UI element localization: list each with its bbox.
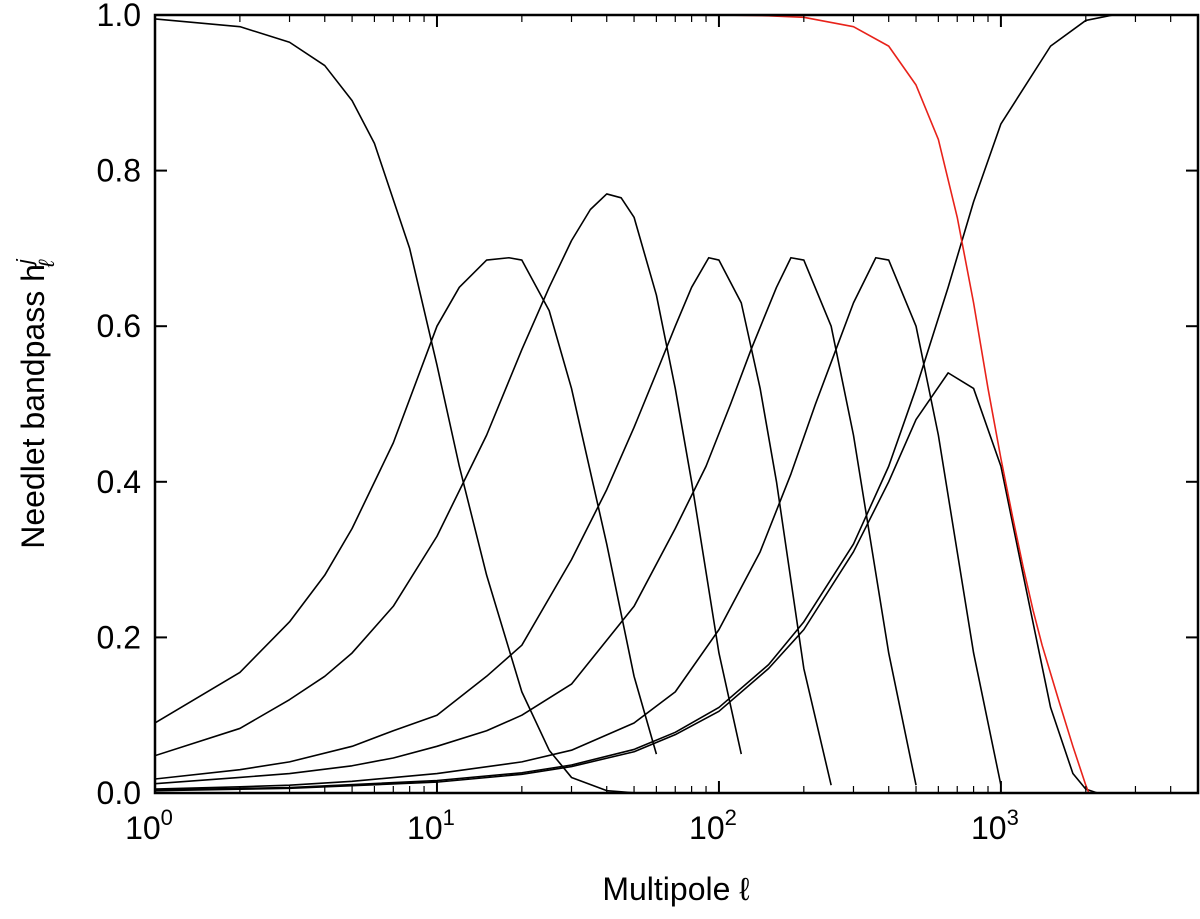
y-tick-label: 0.8 (97, 153, 141, 189)
series-line-2 (155, 256, 658, 755)
y-tick-label: 1.0 (97, 0, 141, 33)
y-tick-label: 0.0 (97, 775, 141, 811)
series-line-9 (634, 15, 1090, 793)
y-axis-label: Needlet bandpass hjℓ (12, 258, 59, 549)
y-axis-label-sup: j (12, 258, 37, 267)
series-line-7 (155, 372, 1098, 793)
y-axis-label-sub: ℓ (34, 259, 59, 268)
y-axis-label-main: Needlet bandpass h (15, 264, 51, 549)
ticks-layer: 0.0 0.2 0.4 0.6 0.8 1.0 100 101 102 103 (97, 0, 1199, 846)
series-line-3 (155, 193, 743, 757)
y-tick-label: 0.4 (97, 464, 141, 500)
x-tick-label: 103 (971, 805, 1019, 846)
curves-layer (155, 15, 1127, 793)
series-line-4 (155, 256, 832, 786)
x-tick-label: 101 (407, 805, 455, 846)
y-tick-label: 0.6 (97, 308, 141, 344)
plot-frame (153, 13, 1200, 795)
x-axis-label: Multipole ℓ (602, 871, 749, 907)
y-tick-label: 0.2 (97, 619, 141, 655)
x-tick-label: 100 (125, 805, 173, 846)
series-line-6 (155, 256, 1002, 790)
series-line-1 (155, 18, 657, 793)
x-tick-label: 102 (689, 805, 737, 846)
series-line-8 (155, 15, 1127, 791)
series-line-5 (155, 256, 917, 786)
